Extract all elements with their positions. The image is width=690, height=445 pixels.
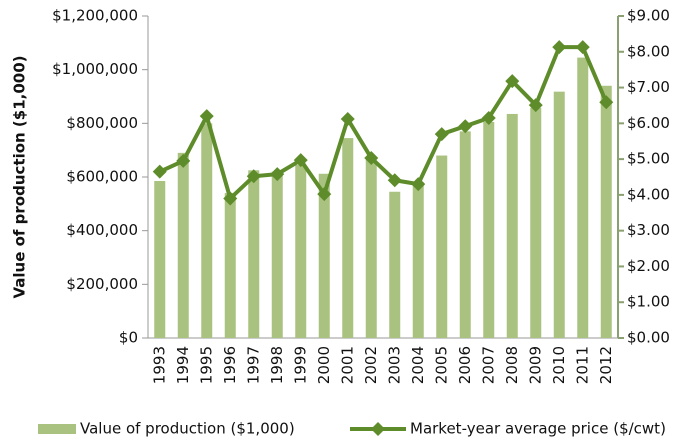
bar (201, 123, 213, 338)
y-tick-label: $0 (119, 329, 138, 347)
x-tick-label: 2002 (362, 346, 380, 384)
x-tick-label: 2005 (432, 346, 450, 384)
bar (318, 173, 330, 338)
y2-tick-label: $1.00 (627, 293, 670, 311)
bar (154, 181, 166, 338)
x-tick-label: 1994 (174, 346, 192, 384)
marker (411, 177, 426, 192)
legend-marker (371, 422, 385, 436)
y2-tick-label: $9.00 (627, 7, 670, 25)
marker (458, 119, 473, 134)
bar (365, 159, 377, 338)
marker (552, 40, 567, 55)
x-tick-label: 2011 (573, 346, 591, 384)
x-tick-label: 2010 (550, 346, 568, 384)
x-tick-label: 2003 (385, 346, 403, 384)
x-tick-label: 2007 (479, 346, 497, 384)
y-tick-label: $800,000 (66, 114, 138, 132)
y2-tick-label: $4.00 (627, 185, 670, 203)
line (158, 45, 609, 201)
x-tick-label: 1995 (197, 346, 215, 384)
x-tick-label: 2012 (597, 346, 615, 384)
y2-tick-label: $6.00 (627, 114, 670, 132)
y-tick-label: $600,000 (66, 168, 138, 186)
marker (152, 164, 167, 179)
bar (483, 121, 495, 338)
marker (223, 191, 238, 206)
marker (387, 173, 402, 188)
marker (575, 40, 590, 55)
bar (459, 131, 471, 338)
marker (246, 169, 261, 184)
y-tick-label: $200,000 (66, 275, 138, 293)
bar (248, 170, 260, 338)
bar (295, 164, 307, 338)
marker (270, 167, 285, 182)
bar (530, 107, 542, 339)
marker (176, 153, 191, 168)
marker (364, 151, 379, 166)
bar (600, 85, 612, 339)
legend-swatch (38, 424, 76, 434)
x-tick-label: 2004 (409, 346, 427, 384)
y-tick-label: $400,000 (66, 221, 138, 239)
legend-label: Value of production ($1,000) (80, 420, 295, 438)
bar (271, 171, 283, 338)
marker (293, 153, 308, 168)
y-tick-label: $1,000,000 (52, 60, 138, 78)
x-tick-label: 1993 (150, 346, 168, 384)
legend-label: Market-year average price ($/cwt) (410, 420, 666, 438)
bar (553, 91, 565, 338)
bar (506, 113, 518, 338)
x-tick-label: 2006 (456, 346, 474, 384)
y2-tick-label: $7.00 (627, 78, 670, 96)
bar (342, 138, 354, 338)
y2-tick-label: $5.00 (627, 150, 670, 168)
bar (177, 152, 189, 338)
bar (577, 57, 589, 338)
bar (224, 193, 236, 338)
marker (317, 187, 332, 202)
marker (505, 74, 520, 89)
x-tick-label: 2000 (315, 346, 333, 384)
x-tick-label: 1997 (244, 346, 262, 384)
y-axis-label: Value of production ($1,000) (11, 55, 29, 298)
y2-tick-label: $3.00 (627, 221, 670, 239)
x-tick-label: 2009 (526, 346, 544, 384)
y2-tick-label: $8.00 (627, 42, 670, 60)
x-tick-label: 1999 (291, 346, 309, 384)
marker (434, 127, 449, 142)
x-tick-label: 1998 (268, 346, 286, 384)
y-tick-label: $1,200,000 (52, 7, 138, 25)
x-tick-label: 2001 (338, 346, 356, 384)
marker (599, 95, 614, 110)
x-tick-label: 1996 (221, 346, 239, 384)
marker (199, 109, 214, 124)
marker (481, 110, 496, 125)
bar (389, 191, 401, 338)
y2-tick-label: $2.00 (627, 257, 670, 275)
bar (412, 182, 424, 338)
marker (528, 98, 543, 113)
y2-tick-label: $0.00 (627, 329, 670, 347)
marker (340, 112, 355, 127)
x-tick-label: 2008 (503, 346, 521, 384)
bar (436, 155, 448, 338)
